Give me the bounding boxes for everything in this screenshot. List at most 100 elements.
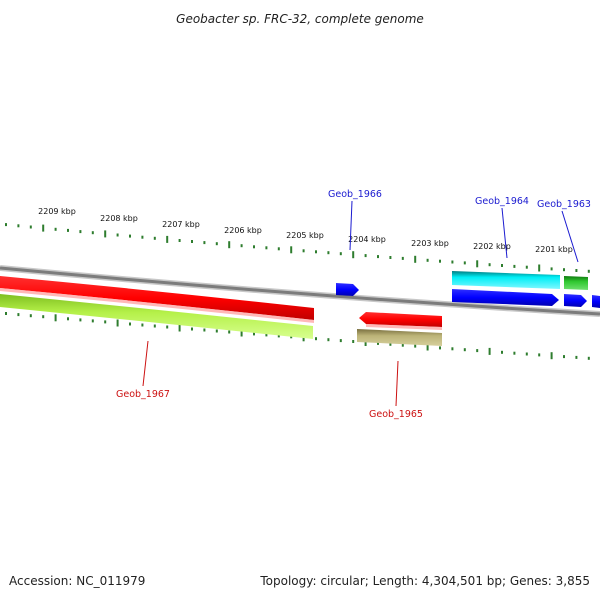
- gene-label-geob-1965[interactable]: Geob_1965: [369, 409, 423, 420]
- minor-tick: [327, 338, 330, 342]
- minor-tick: [463, 261, 466, 265]
- minor-tick: [277, 334, 280, 338]
- gene-geob-1964-cds[interactable]: [452, 271, 560, 289]
- scale-label: 2204 kbp: [348, 235, 386, 244]
- minor-tick: [315, 337, 317, 341]
- major-tick: [178, 324, 181, 332]
- leader-geob-1967: [142, 340, 149, 387]
- minor-tick: [451, 260, 454, 264]
- major-tick: [116, 319, 119, 327]
- scale-label: 2202 kbp: [473, 242, 511, 251]
- minor-tick: [501, 264, 503, 267]
- major-tick: [538, 264, 541, 272]
- minor-tick: [587, 269, 590, 273]
- minor-tick: [339, 339, 342, 343]
- minor-tick: [153, 324, 156, 328]
- minor-tick: [67, 317, 69, 321]
- leader-geob-1964: [501, 207, 508, 259]
- scale-labels: 2209 kbp 2208 kbp 2207 kbp 2206 kbp 2205…: [38, 207, 573, 254]
- minor-tick: [439, 259, 441, 263]
- major-tick: [426, 343, 429, 351]
- genome-backbone: [0, 266, 600, 316]
- minor-tick: [277, 247, 280, 251]
- minor-tick: [538, 353, 541, 357]
- minor-tick: [315, 250, 317, 254]
- gene-geob-1967[interactable]: [0, 276, 314, 320]
- minor-tick: [339, 252, 342, 256]
- accession-text: Accession: NC_011979: [9, 574, 145, 588]
- minor-tick: [67, 228, 69, 232]
- minor-tick: [240, 244, 243, 248]
- minor-tick: [79, 318, 82, 322]
- scale-label: 2201 kbp: [535, 245, 573, 254]
- minor-tick: [476, 349, 479, 353]
- minor-tick: [104, 320, 107, 324]
- minor-tick: [501, 350, 503, 354]
- gene-partial-right[interactable]: [592, 295, 600, 308]
- gene-geob-1964[interactable]: [452, 289, 559, 306]
- gene-label-geob-1964[interactable]: Geob_1964: [475, 196, 529, 207]
- minor-tick: [414, 344, 417, 348]
- leader-geob-1966: [349, 200, 353, 251]
- minor-tick: [54, 227, 57, 231]
- major-tick: [54, 314, 57, 322]
- leader-geob-1965: [395, 360, 399, 407]
- minor-tick: [91, 231, 94, 235]
- leader-geob-1963: [561, 210, 579, 263]
- scale-label: 2207 kbp: [162, 220, 200, 229]
- gene-geob-1965-cds[interactable]: [357, 329, 442, 346]
- scale-ticks-upper: [5, 223, 590, 273]
- minor-tick: [513, 264, 516, 268]
- minor-tick: [203, 241, 206, 245]
- minor-tick: [377, 255, 379, 259]
- minor-tick: [141, 235, 144, 239]
- major-tick: [104, 230, 107, 238]
- gene-geob-1966[interactable]: [336, 283, 359, 296]
- minor-tick: [389, 256, 392, 259]
- minor-tick: [352, 340, 355, 343]
- scale-label: 2205 kbp: [286, 231, 324, 240]
- minor-tick: [587, 356, 590, 360]
- major-tick: [166, 235, 169, 243]
- gene-label-geob-1967[interactable]: Geob_1967: [116, 389, 170, 400]
- minor-tick: [302, 249, 305, 253]
- gene-geob-1965-highlight: [366, 324, 442, 330]
- minor-tick: [141, 323, 144, 327]
- minor-tick: [327, 251, 330, 255]
- major-tick: [550, 352, 553, 360]
- gene-geob-1965[interactable]: [359, 312, 442, 327]
- minor-tick: [203, 328, 206, 332]
- minor-tick: [253, 332, 255, 336]
- minor-tick: [488, 263, 491, 267]
- minor-tick: [153, 236, 156, 240]
- major-tick: [240, 329, 243, 337]
- minor-tick: [166, 325, 169, 329]
- minor-tick: [439, 346, 441, 350]
- gene-label-geob-1966[interactable]: Geob_1966: [328, 189, 382, 200]
- minor-tick: [377, 341, 379, 345]
- minor-tick: [29, 225, 32, 229]
- scale-label: 2206 kbp: [224, 226, 262, 235]
- minor-tick: [563, 268, 565, 272]
- minor-tick: [228, 330, 231, 334]
- minor-tick: [191, 327, 193, 331]
- minor-tick: [29, 314, 32, 318]
- minor-tick: [550, 267, 553, 271]
- major-tick: [42, 224, 45, 232]
- minor-tick: [401, 343, 404, 347]
- minor-tick: [513, 351, 516, 355]
- map-title: Geobacter sp. FRC-32, complete genome: [176, 12, 424, 26]
- minor-tick: [563, 355, 565, 359]
- minor-tick: [463, 348, 466, 352]
- gene-label-geob-1963[interactable]: Geob_1963: [537, 199, 591, 210]
- minor-tick: [191, 240, 193, 243]
- scale-label: 2203 kbp: [411, 239, 449, 248]
- minor-tick: [17, 313, 20, 317]
- minor-tick: [265, 246, 268, 250]
- gene-geob-1967-cds[interactable]: [0, 294, 313, 339]
- gene-geob-1963[interactable]: [564, 294, 587, 307]
- minor-tick: [451, 347, 454, 351]
- gene-geob-1963-cds[interactable]: [564, 276, 588, 290]
- genome-summary-text: Topology: circular; Length: 4,304,501 bp…: [259, 574, 590, 588]
